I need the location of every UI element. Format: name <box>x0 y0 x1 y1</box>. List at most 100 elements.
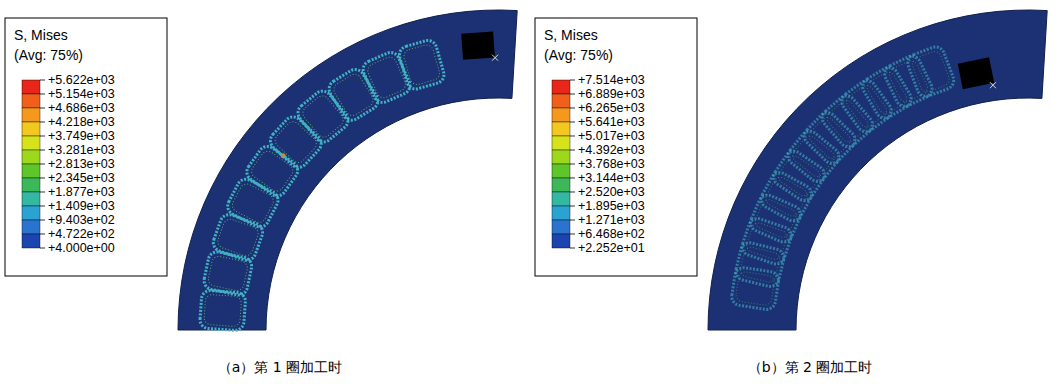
stress-ring <box>859 64 914 121</box>
legend-frame <box>535 18 697 276</box>
colorbar-band <box>552 192 570 206</box>
legend-subtitle: (Avg: 75%) <box>14 47 83 63</box>
colorbar-band <box>552 220 570 234</box>
colorbar-label: +1.895e+03 <box>578 199 645 213</box>
tool-block <box>461 32 495 60</box>
stress-ring <box>243 143 301 199</box>
stress-ring <box>882 53 935 109</box>
colorbar-label: +3.749e+03 <box>48 129 115 143</box>
node-marker <box>990 82 996 88</box>
legend: S, Mises(Avg: 75%)+5.622e+03+5.154e+03+4… <box>5 18 167 276</box>
stress-ring-inner <box>865 70 909 116</box>
colorbar-label: +4.686e+03 <box>48 101 115 115</box>
stress-ring-inner <box>806 115 853 162</box>
colorbar-tick <box>40 177 45 178</box>
stress-ring <box>326 66 381 123</box>
stress-ring-inner <box>300 93 346 140</box>
colorbar-label: +2.520e+03 <box>578 185 645 199</box>
stress-ring <box>758 169 815 224</box>
colorbar-band <box>22 80 40 94</box>
legend-frame <box>5 18 167 276</box>
stress-ring <box>211 212 265 263</box>
node-marker <box>492 55 498 61</box>
colorbar-band <box>22 178 40 192</box>
panel: S, Mises(Avg: 75%)+5.622e+03+5.154e+03+4… <box>5 10 517 375</box>
colorbar-band <box>22 108 40 122</box>
colorbar-tick <box>570 191 575 192</box>
colorbar-band <box>552 108 570 122</box>
colorbar-band <box>552 164 570 178</box>
stress-ring <box>801 109 859 167</box>
colorbar-tick <box>40 220 45 221</box>
colorbar-tick <box>570 164 575 165</box>
colorbar-band <box>22 94 40 108</box>
colorbar-tick <box>570 248 575 249</box>
stress-ring-inner <box>776 153 823 198</box>
colorbar-label: +1.271e+03 <box>578 213 645 227</box>
colorbar-band <box>22 234 40 248</box>
colorbar-label: +4.392e+03 <box>578 143 645 157</box>
colorbar-label: +7.514e+03 <box>578 73 645 87</box>
tool-block <box>958 57 995 89</box>
stress-ring-inner <box>402 43 441 86</box>
colorbar-label: +1.409e+03 <box>48 199 115 213</box>
legend-title: S, Mises <box>544 27 598 43</box>
colorbar-tick <box>570 94 575 95</box>
stress-ring <box>397 38 446 91</box>
colorbar-label: +3.281e+03 <box>48 143 115 157</box>
stress-ring-inner <box>824 98 870 145</box>
panel: S, Mises(Avg: 75%)+7.514e+03+6.889e+03+6… <box>535 10 1047 375</box>
legend-subtitle: (Avg: 75%) <box>544 47 613 63</box>
colorbar-band <box>552 94 570 108</box>
colorbar-band <box>22 206 40 220</box>
colorbar-tick <box>570 122 575 123</box>
stress-ring <box>267 113 325 171</box>
colorbar-tick <box>570 206 575 207</box>
figure: S, Mises(Avg: 75%)+5.622e+03+5.154e+03+4… <box>0 0 1059 384</box>
legend: S, Mises(Avg: 75%)+7.514e+03+6.889e+03+6… <box>535 18 697 276</box>
colorbar-band <box>552 136 570 150</box>
colorbar-tick <box>40 107 45 108</box>
colorbar-label: +4.722e+02 <box>48 227 115 241</box>
stress-ring-inner <box>216 217 260 257</box>
colorbar-tick <box>570 177 575 178</box>
colorbar-label: +5.622e+03 <box>48 73 115 87</box>
colorbar-tick <box>40 191 45 192</box>
colorbar-tick <box>40 248 45 249</box>
stress-ring-inner <box>790 133 837 179</box>
colorbar-label: +5.641e+03 <box>578 115 645 129</box>
colorbar-band <box>552 122 570 136</box>
part-domain <box>178 10 517 330</box>
colorbar-tick <box>570 108 575 109</box>
colorbar-band <box>22 220 40 234</box>
stress-ring-inner <box>763 175 809 219</box>
stress-ring-inner <box>249 149 296 194</box>
stress-ring-inner <box>272 119 319 165</box>
stress-ring-inner <box>753 198 798 240</box>
colorbar-band <box>22 136 40 150</box>
colorbar-tick <box>40 121 45 122</box>
colorbar-tick <box>40 233 45 234</box>
colorbar-label: +5.154e+03 <box>48 87 115 101</box>
colorbar-tick <box>570 150 575 151</box>
colorbar-band <box>552 80 570 94</box>
colorbar-label: +6.265e+03 <box>578 101 645 115</box>
colorbar-tick <box>40 205 45 206</box>
part-domain <box>708 10 1047 330</box>
contour-field <box>178 10 517 331</box>
stress-ring <box>731 266 780 310</box>
colorbar-label: +1.877e+03 <box>48 185 115 199</box>
stress-ring <box>838 77 895 135</box>
stress-ring-inner <box>735 271 775 306</box>
colorbar-tick <box>570 135 575 136</box>
colorbar-tick <box>40 150 45 151</box>
colorbar-band <box>22 164 40 178</box>
colorbar-tick <box>570 80 575 81</box>
colorbar-band <box>22 150 40 164</box>
stress-ring <box>905 44 956 99</box>
colorbar-band <box>552 234 570 248</box>
colorbar-band <box>552 178 570 192</box>
colorbar-tick <box>570 220 575 221</box>
colorbar-band <box>22 122 40 136</box>
colorbar-tick <box>40 136 45 137</box>
